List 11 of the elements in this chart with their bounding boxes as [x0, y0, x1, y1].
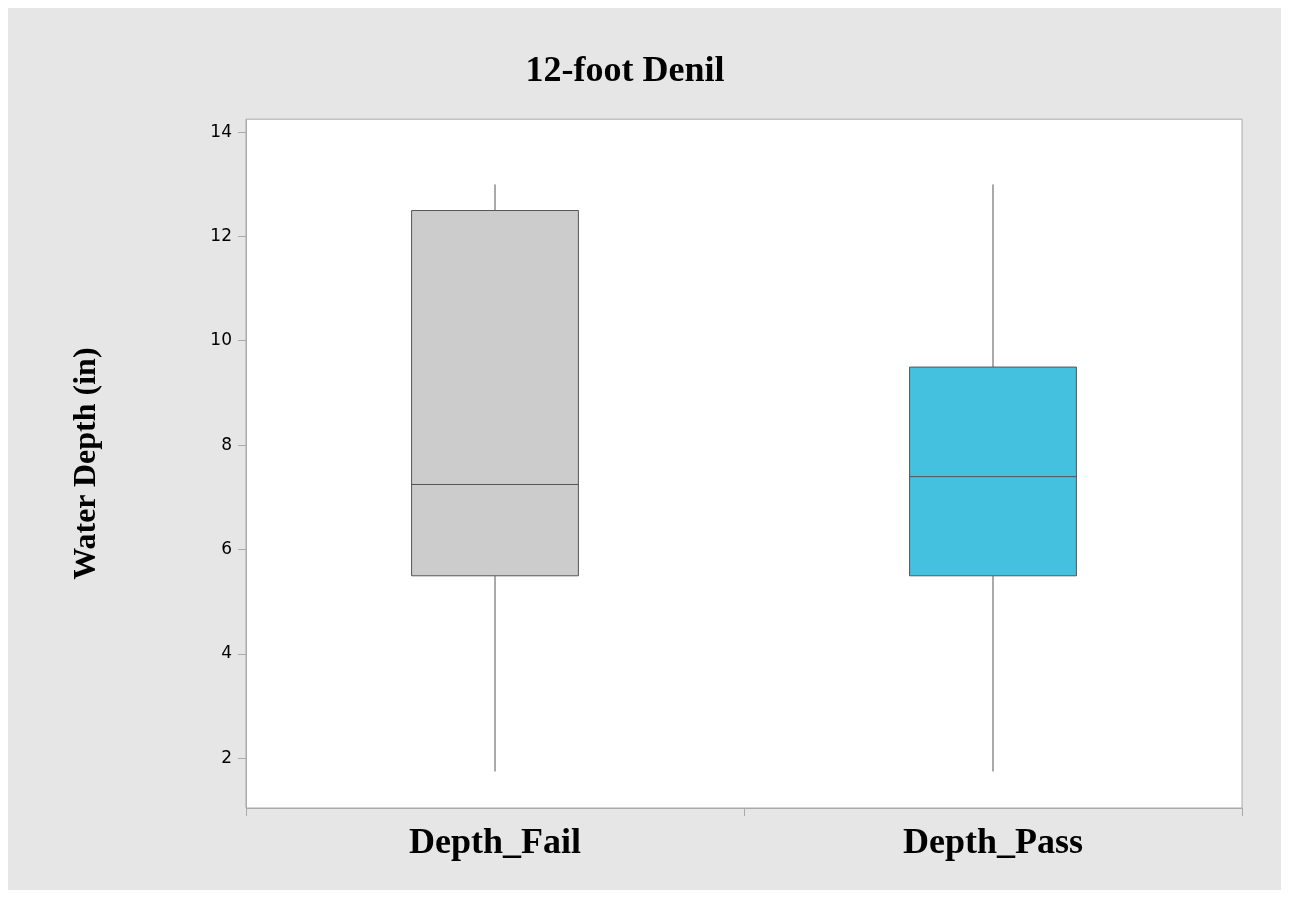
- y-axis-title: Water Depth (in): [66, 347, 103, 580]
- y-tick-label: 10: [210, 329, 232, 350]
- y-tick-label: 12: [210, 225, 232, 246]
- y-tick-label: 8: [221, 433, 232, 454]
- y-tick-label: 14: [210, 120, 232, 141]
- chart-title: 12-foot Denil: [525, 48, 725, 89]
- x-tick-label: Depth_Pass: [902, 820, 1084, 861]
- y-tick-label: 2: [221, 746, 232, 767]
- x-tick-label: Depth_Fail: [408, 820, 582, 861]
- y-tick-label: 6: [221, 538, 232, 559]
- y-tick-label: 4: [221, 642, 232, 663]
